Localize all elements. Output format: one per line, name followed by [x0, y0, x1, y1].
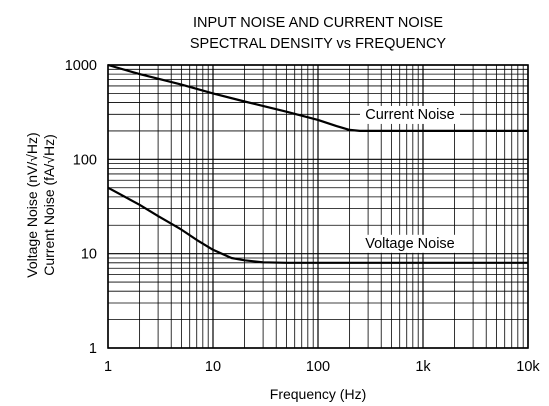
chart-title-line-2: SPECTRAL DENSITY vs FREQUENCY: [189, 36, 447, 52]
y-axis-label-voltage: Voltage Noise (nV/√Hz): [24, 132, 40, 278]
x-axis-label: Frequency (Hz): [269, 386, 367, 402]
series-line-current-noise: [107, 63, 528, 132]
annotation-current-noise: Current Noise: [365, 107, 454, 123]
annotation-voltage-noise: Voltage Noise: [365, 236, 454, 252]
x-tick-label: 100: [306, 359, 330, 375]
y-tick-label: 1000: [65, 58, 97, 74]
x-tick-label: 10k: [516, 359, 540, 375]
x-tick-label: 1k: [415, 359, 431, 375]
annotation-background: [360, 234, 460, 253]
x-tick-label: 10: [205, 359, 221, 375]
series-line-voltage-noise: [107, 186, 528, 264]
annotation-background: [360, 105, 460, 124]
y-tick-label: 1: [89, 341, 97, 357]
x-tick-label: 1: [104, 359, 112, 375]
y-tick-label: 10: [81, 247, 97, 263]
plot-frame: [107, 64, 529, 349]
y-tick-label: 100: [73, 152, 97, 168]
y-axis-label-current: Current Noise (fA/√Hz): [41, 134, 57, 276]
chart-title-line-1: INPUT NOISE AND CURRENT NOISE: [192, 15, 444, 31]
